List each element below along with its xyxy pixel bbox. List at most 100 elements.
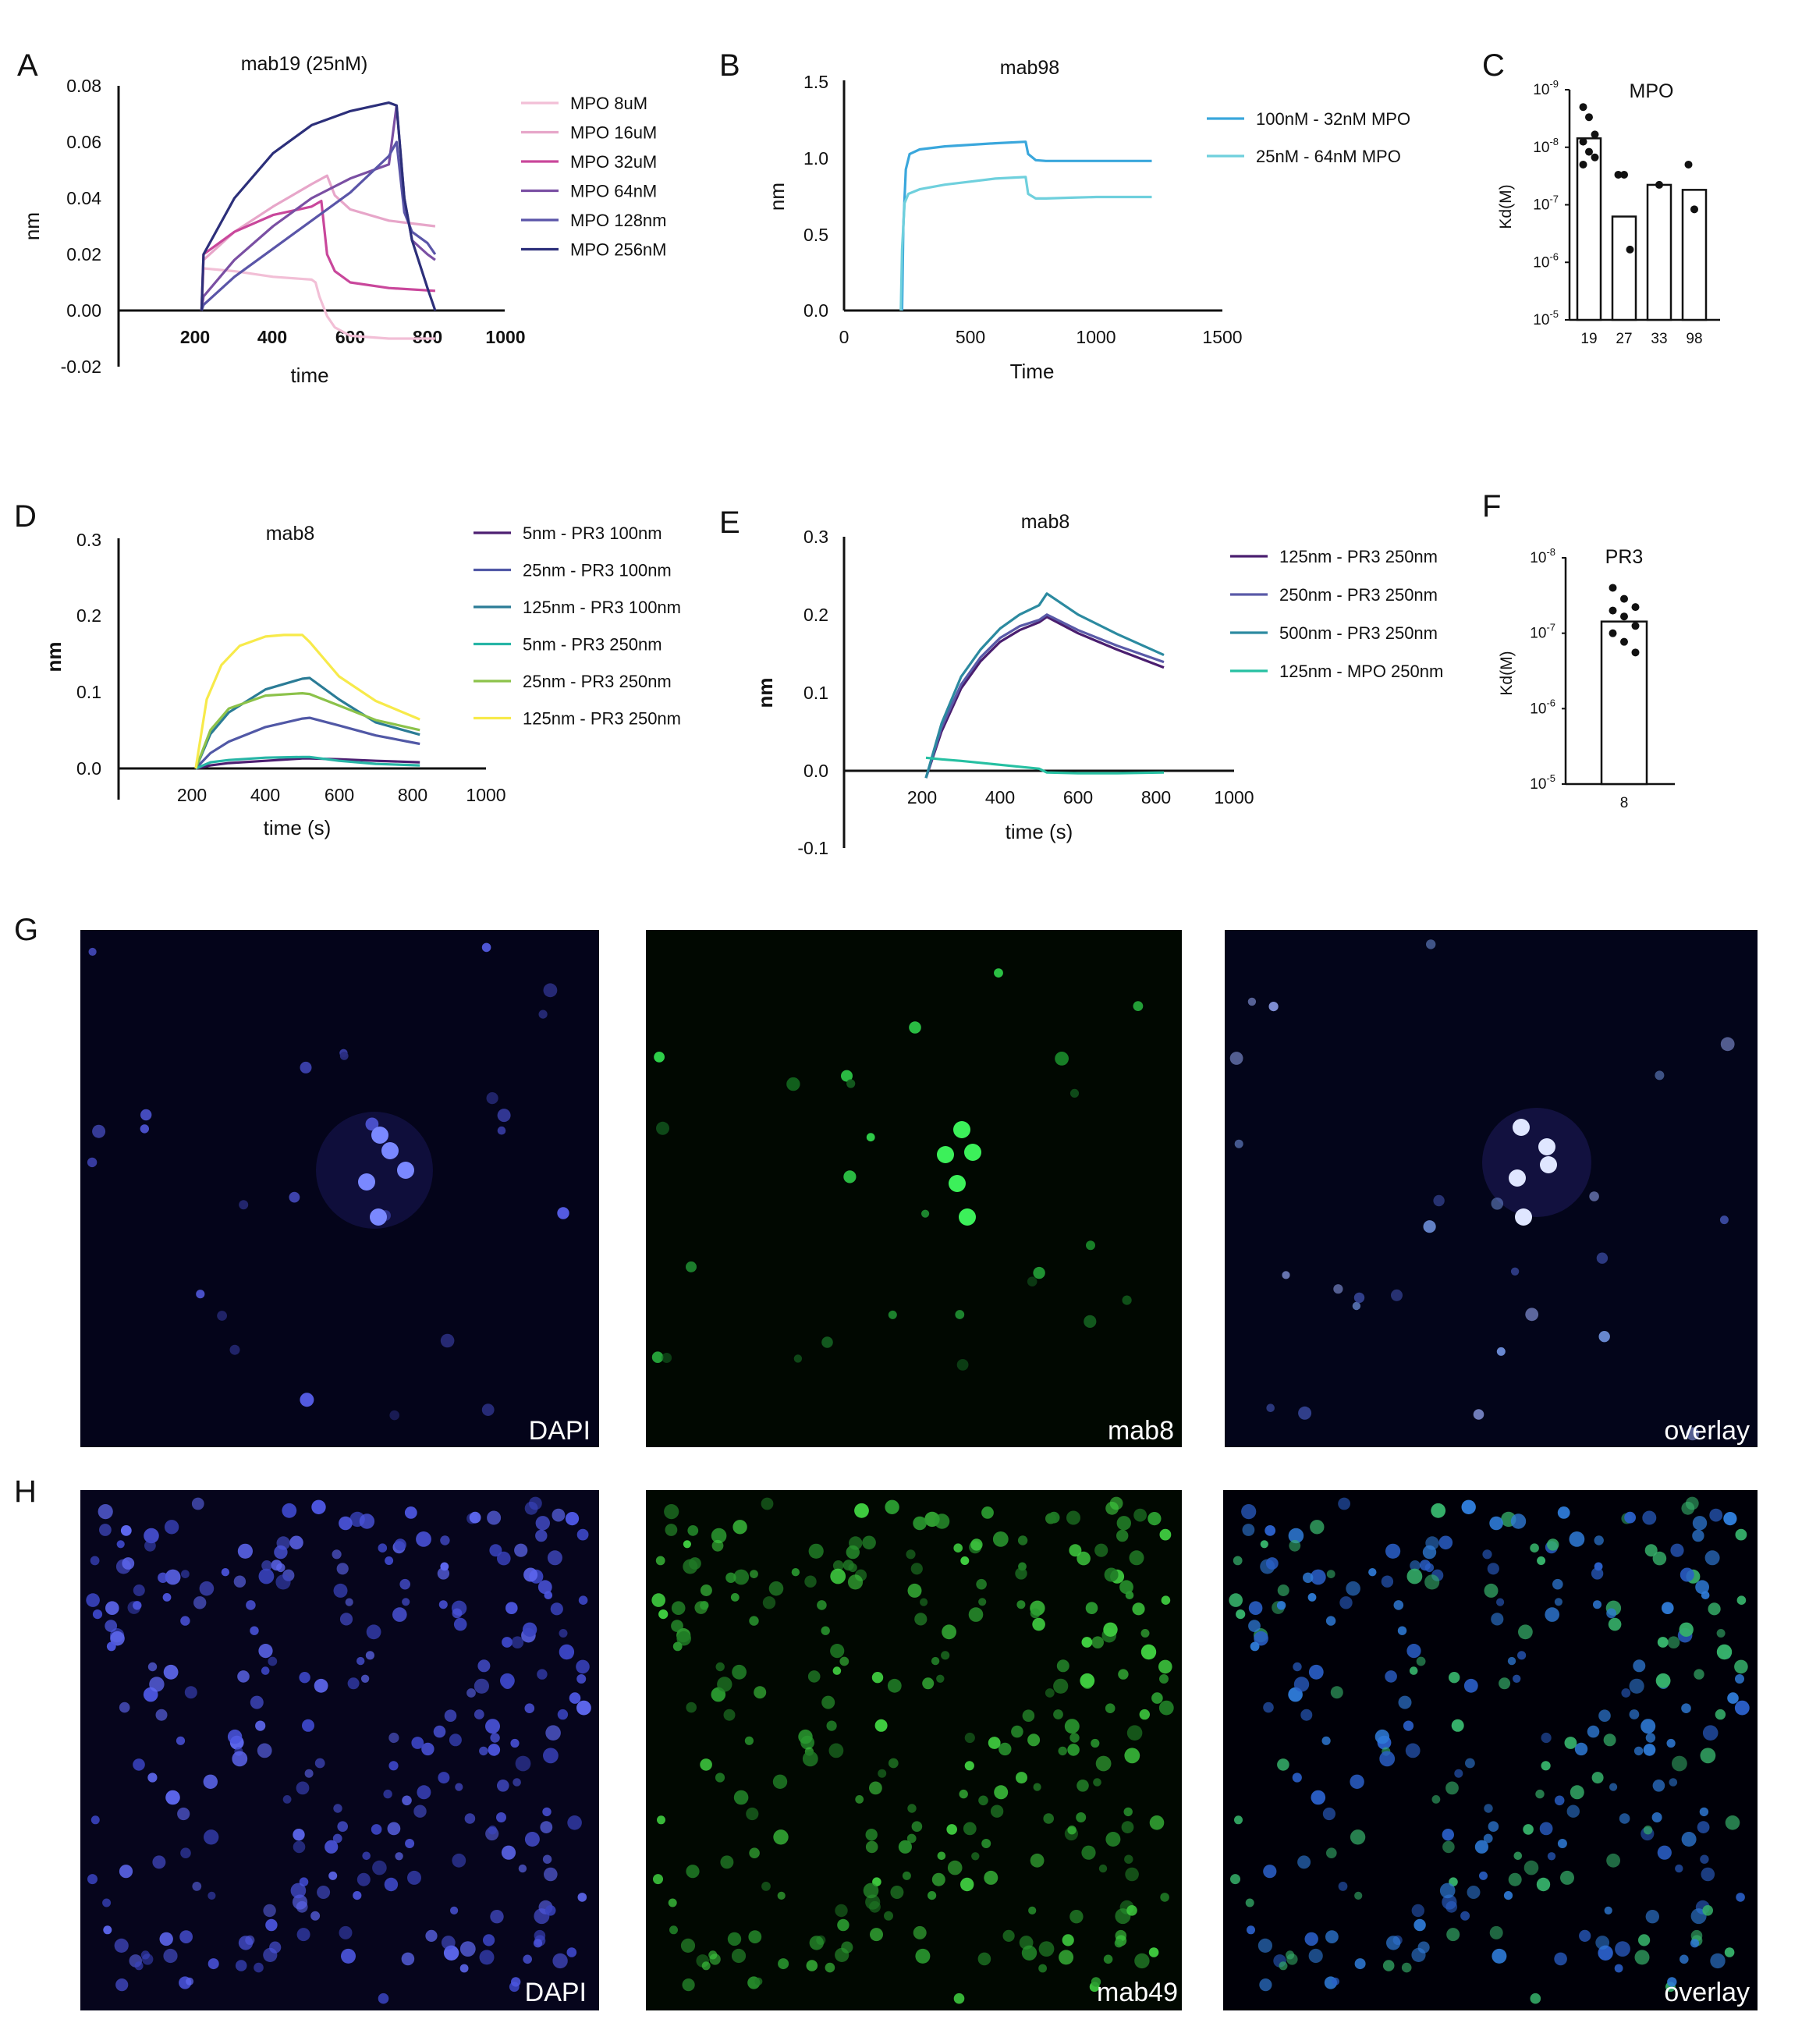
cell	[87, 1874, 98, 1885]
cell	[1015, 1567, 1027, 1580]
cell	[656, 1121, 669, 1135]
series-line-e-1	[924, 613, 1165, 779]
cell	[1379, 1751, 1396, 1767]
cell	[296, 1928, 310, 1942]
cell	[978, 1598, 987, 1606]
cell	[578, 1595, 588, 1605]
cell	[246, 1600, 256, 1610]
series-line-b-0	[900, 140, 1152, 311]
cell	[956, 1359, 969, 1371]
cell	[1032, 1617, 1045, 1631]
cell	[381, 1142, 399, 1159]
cell	[235, 1960, 247, 1971]
series-line-a-1	[200, 174, 436, 311]
cell	[474, 1678, 490, 1694]
cell	[1619, 1813, 1630, 1824]
cell	[485, 1719, 500, 1734]
cell	[388, 1761, 399, 1771]
cell	[133, 1601, 142, 1610]
cell	[1596, 1252, 1609, 1264]
cell	[687, 1525, 699, 1536]
cell	[479, 1746, 488, 1756]
cell	[459, 1941, 476, 1957]
cell	[1690, 1939, 1700, 1948]
cell	[843, 1170, 857, 1183]
cell	[1662, 1602, 1674, 1614]
cell	[1129, 1550, 1144, 1566]
cell	[1230, 1874, 1240, 1885]
cell	[773, 1829, 789, 1845]
cell	[1442, 1829, 1455, 1841]
cell	[1734, 1700, 1750, 1716]
cell	[849, 1536, 863, 1550]
cell	[1325, 1616, 1336, 1626]
cell	[1594, 1562, 1603, 1571]
cell	[1423, 1220, 1436, 1233]
cell	[1277, 1758, 1289, 1771]
cell	[746, 1807, 759, 1821]
cell	[384, 1877, 399, 1892]
cell	[671, 1601, 686, 1615]
legend-label: MPO 64nM	[570, 182, 657, 201]
cell	[86, 1593, 100, 1607]
cell	[1257, 1938, 1272, 1953]
cell	[1038, 1941, 1055, 1957]
legend-label: MPO 8uM	[570, 94, 647, 113]
cell	[98, 1524, 112, 1536]
x-tick-label: 8	[1620, 795, 1629, 811]
cell	[669, 1925, 678, 1935]
chart-d-ylabel: nm	[42, 642, 66, 672]
cell	[1103, 1954, 1113, 1964]
cell	[1496, 1347, 1506, 1356]
chart-b-ytick: 0.5	[803, 225, 828, 245]
cell	[1566, 1804, 1580, 1818]
cell	[1723, 1512, 1737, 1526]
cell	[1411, 1904, 1425, 1918]
cell	[1488, 1821, 1499, 1832]
cell	[1115, 1908, 1131, 1925]
cell	[672, 1641, 683, 1652]
cell	[715, 1662, 725, 1672]
cell	[1491, 1198, 1504, 1210]
cell	[1460, 1911, 1470, 1921]
cell	[1105, 1703, 1116, 1713]
cell	[1086, 1240, 1095, 1251]
cell	[1701, 1867, 1715, 1882]
cell	[513, 1778, 521, 1787]
cell	[1652, 1551, 1667, 1566]
cell	[359, 1513, 375, 1529]
micro-image-dapi: DAPI	[80, 1490, 599, 2010]
cell	[1254, 1631, 1268, 1646]
panel-label-b: B	[719, 48, 740, 83]
cell	[1667, 1977, 1677, 1987]
cell	[1308, 1664, 1324, 1680]
cell	[147, 1662, 158, 1672]
micro-label: overlay	[1664, 1416, 1750, 1446]
cell	[964, 1732, 975, 1744]
cell	[1547, 1852, 1556, 1861]
cell	[1716, 1629, 1726, 1638]
cell	[1126, 1725, 1143, 1741]
cell	[378, 1993, 389, 2004]
chart-d-xtick: 800	[398, 785, 427, 805]
cell	[1391, 1289, 1403, 1301]
cell	[261, 1560, 272, 1571]
chart-e-ytick: -0.1	[797, 838, 828, 858]
cell	[1667, 1636, 1680, 1648]
series-line-e-0	[924, 616, 1165, 779]
cell	[1629, 1678, 1644, 1694]
data-point	[1690, 205, 1698, 214]
cell	[1644, 1544, 1658, 1557]
cell	[1560, 1870, 1574, 1885]
cell	[1310, 1569, 1326, 1585]
bar	[1576, 137, 1602, 321]
cell	[1540, 1156, 1557, 1173]
cell	[1645, 1733, 1656, 1743]
cell	[1541, 1761, 1551, 1771]
cell	[1028, 1906, 1037, 1914]
cell	[261, 1666, 270, 1675]
cell	[1118, 1669, 1129, 1680]
cell	[990, 1804, 1004, 1818]
legend-label: 125nm - MPO 250nm	[1279, 662, 1443, 681]
cell	[676, 1631, 691, 1646]
